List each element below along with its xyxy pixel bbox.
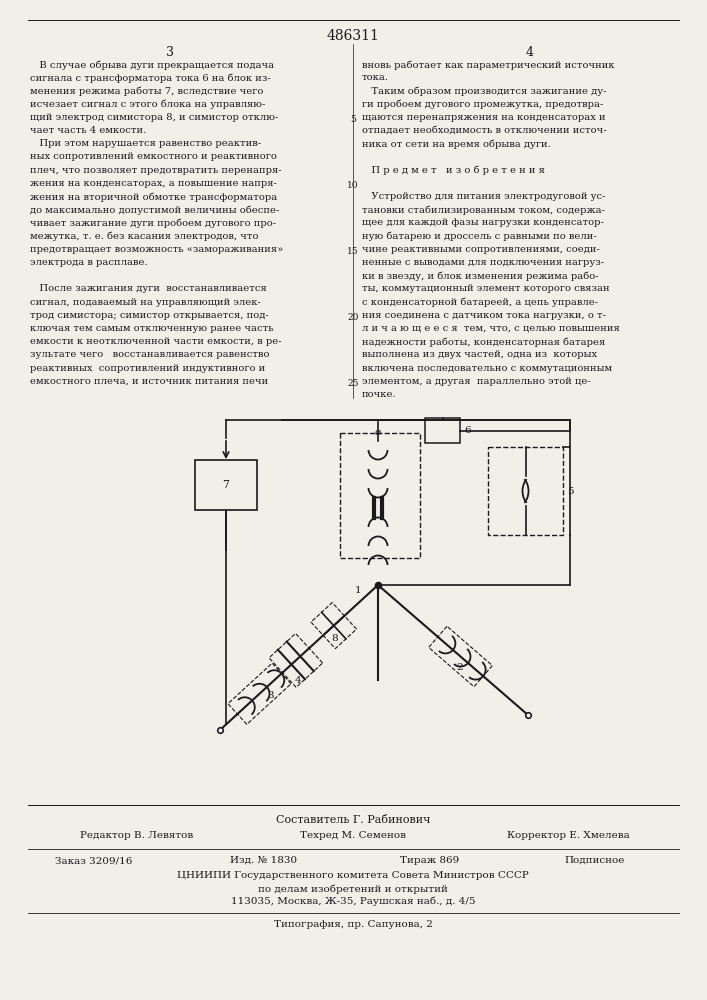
Text: емкостного плеча, и источник питания печи: емкостного плеча, и источник питания печ… [30, 377, 268, 386]
Text: 2: 2 [456, 663, 463, 672]
Text: сигнал, подаваемый на управляющий элек-: сигнал, подаваемый на управляющий элек- [30, 298, 261, 307]
Text: л и ч а ю щ е е с я  тем, что, с целью повышения: л и ч а ю щ е е с я тем, что, с целью по… [362, 324, 620, 333]
Text: отпадает необходимость в отключении источ-: отпадает необходимость в отключении исто… [362, 126, 607, 135]
Text: электрода в расплаве.: электрода в расплаве. [30, 258, 148, 267]
Text: Тираж 869: Тираж 869 [400, 856, 460, 865]
Text: чивает зажигание дуги пробоем дугового про-: чивает зажигание дуги пробоем дугового п… [30, 218, 276, 228]
Text: После зажигания дуги  восстанавливается: После зажигания дуги восстанавливается [30, 284, 267, 293]
Text: выполнена из двух частей, одна из  которых: выполнена из двух частей, одна из которы… [362, 350, 597, 359]
Text: 20: 20 [347, 313, 358, 322]
Text: вновь работает как параметрический источник: вновь работает как параметрический источ… [362, 60, 614, 70]
Text: 1: 1 [355, 586, 361, 595]
Text: Таким образом производится зажигание ду-: Таким образом производится зажигание ду- [362, 86, 607, 96]
Text: 10: 10 [347, 181, 358, 190]
Text: Подписное: Подписное [565, 856, 625, 865]
Text: щее для каждой фазы нагрузки конденсатор-: щее для каждой фазы нагрузки конденсатор… [362, 218, 604, 227]
Text: чине реактивными сопротивлениями, соеди-: чине реактивными сопротивлениями, соеди- [362, 245, 600, 254]
Text: жения на вторичной обмотке трансформатора: жения на вторичной обмотке трансформатор… [30, 192, 277, 202]
Text: элементом, а другая  параллельно этой це-: элементом, а другая параллельно этой це- [362, 377, 591, 386]
Text: ги пробоем дугового промежутка, предотвра-: ги пробоем дугового промежутка, предотвр… [362, 100, 603, 109]
Text: Составитель Г. Рабинович: Составитель Г. Рабинович [276, 815, 431, 825]
Text: Заказ 3209/16: Заказ 3209/16 [55, 856, 132, 865]
Text: 5: 5 [567, 487, 573, 495]
Bar [340, 433, 420, 558]
Text: 3: 3 [267, 691, 274, 700]
Text: При этом нарушается равенство реактив-: При этом нарушается равенство реактив- [30, 139, 261, 148]
Bar [488, 447, 563, 535]
Text: ЦНИИПИ Государственного комитета Совета Министров СССР: ЦНИИПИ Государственного комитета Совета … [177, 871, 529, 880]
Text: трод симистора; симистор открывается, под-: трод симистора; симистор открывается, по… [30, 311, 269, 320]
Text: менения режима работы 7, вследствие чего: менения режима работы 7, вследствие чего [30, 86, 264, 96]
Text: до максимально допустимой величины обеспе-: до максимально допустимой величины обесп… [30, 205, 279, 215]
Text: исчезает сигнал с этого блока на управляю-: исчезает сигнал с этого блока на управля… [30, 100, 265, 109]
Text: жения на конденсаторах, а повышение напря-: жения на конденсаторах, а повышение напр… [30, 179, 277, 188]
Text: Изд. № 1830: Изд. № 1830 [230, 856, 297, 865]
Text: ния соединена с датчиком тока нагрузки, о т-: ния соединена с датчиком тока нагрузки, … [362, 311, 606, 320]
Text: щий электрод симистора 8, и симистор отклю-: щий электрод симистора 8, и симистор отк… [30, 113, 279, 122]
Text: включена последовательно с коммутационным: включена последовательно с коммутационны… [362, 364, 612, 373]
Text: чает часть 4 емкости.: чает часть 4 емкости. [30, 126, 146, 135]
Text: надежности работы, конденсаторная батарея: надежности работы, конденсаторная батаре… [362, 337, 605, 347]
Text: 5: 5 [350, 115, 356, 124]
Text: емкости к неотключенной части емкости, в ре-: емкости к неотключенной части емкости, в… [30, 337, 281, 346]
Text: ненные с выводами для подключения нагруз-: ненные с выводами для подключения нагруз… [362, 258, 604, 267]
Text: межутка, т. е. без касания электродов, что: межутка, т. е. без касания электродов, ч… [30, 232, 259, 241]
Text: зультате чего   восстанавливается равенство: зультате чего восстанавливается равенств… [30, 350, 269, 359]
Text: В случае обрыва дуги прекращается подача: В случае обрыва дуги прекращается подача [30, 60, 274, 70]
Text: 7: 7 [223, 480, 230, 490]
Bar [195, 460, 257, 510]
Text: 6: 6 [464, 426, 471, 435]
Text: щаются перенапряжения на конденсаторах и: щаются перенапряжения на конденсаторах и [362, 113, 606, 122]
Text: предотвращает возможность «замораживания»: предотвращает возможность «замораживания… [30, 245, 284, 254]
Text: 15: 15 [347, 247, 359, 256]
Text: ты, коммутационный элемент которого связан: ты, коммутационный элемент которого связ… [362, 284, 609, 293]
Text: 4: 4 [295, 676, 301, 685]
Text: Устройство для питания электродуговой ус-: Устройство для питания электродуговой ус… [362, 192, 605, 201]
Text: ø: ø [375, 428, 381, 437]
Text: сигнала с трансформатора тока 6 на блок из-: сигнала с трансформатора тока 6 на блок … [30, 73, 271, 83]
Text: Редактор В. Левятов: Редактор В. Левятов [80, 831, 193, 840]
Bar [425, 418, 460, 443]
Text: ключая тем самым отключенную ранее часть: ключая тем самым отключенную ранее часть [30, 324, 274, 333]
Text: П р е д м е т   и з о б р е т е н и я: П р е д м е т и з о б р е т е н и я [362, 166, 545, 175]
Text: ных сопротивлений емкостного и реактивного: ных сопротивлений емкостного и реактивно… [30, 152, 277, 161]
Text: ки в звезду, и блок изменения режима рабо-: ки в звезду, и блок изменения режима раб… [362, 271, 599, 281]
Text: 8: 8 [332, 634, 338, 643]
Text: тановки стабилизированным током, содержа-: тановки стабилизированным током, содержа… [362, 205, 605, 215]
Text: Корректор Е. Хмелева: Корректор Е. Хмелева [507, 831, 630, 840]
Text: почке.: почке. [362, 390, 397, 399]
Text: Техред М. Семенов: Техред М. Семенов [300, 831, 406, 840]
Text: 4: 4 [526, 45, 534, 58]
Text: 486311: 486311 [327, 29, 380, 43]
Text: 113035, Москва, Ж-35, Раушская наб., д. 4/5: 113035, Москва, Ж-35, Раушская наб., д. … [230, 897, 475, 906]
Text: по делам изобретений и открытий: по делам изобретений и открытий [258, 884, 448, 894]
Text: с конденсаторной батареей, а цепь управле-: с конденсаторной батареей, а цепь управл… [362, 298, 598, 307]
Text: тока.: тока. [362, 73, 389, 82]
Text: ную батарею и дроссель с равными по вели-: ную батарею и дроссель с равными по вели… [362, 232, 597, 241]
Text: Типография, пр. Сапунова, 2: Типография, пр. Сапунова, 2 [274, 920, 433, 929]
Text: 25: 25 [347, 379, 358, 388]
Text: реактивных  сопротивлений индуктивного и: реактивных сопротивлений индуктивного и [30, 364, 265, 373]
Text: 3: 3 [166, 45, 174, 58]
Text: плеч, что позволяет предотвратить перенапря-: плеч, что позволяет предотвратить перена… [30, 166, 281, 175]
Text: ника от сети на время обрыва дуги.: ника от сети на время обрыва дуги. [362, 139, 551, 149]
